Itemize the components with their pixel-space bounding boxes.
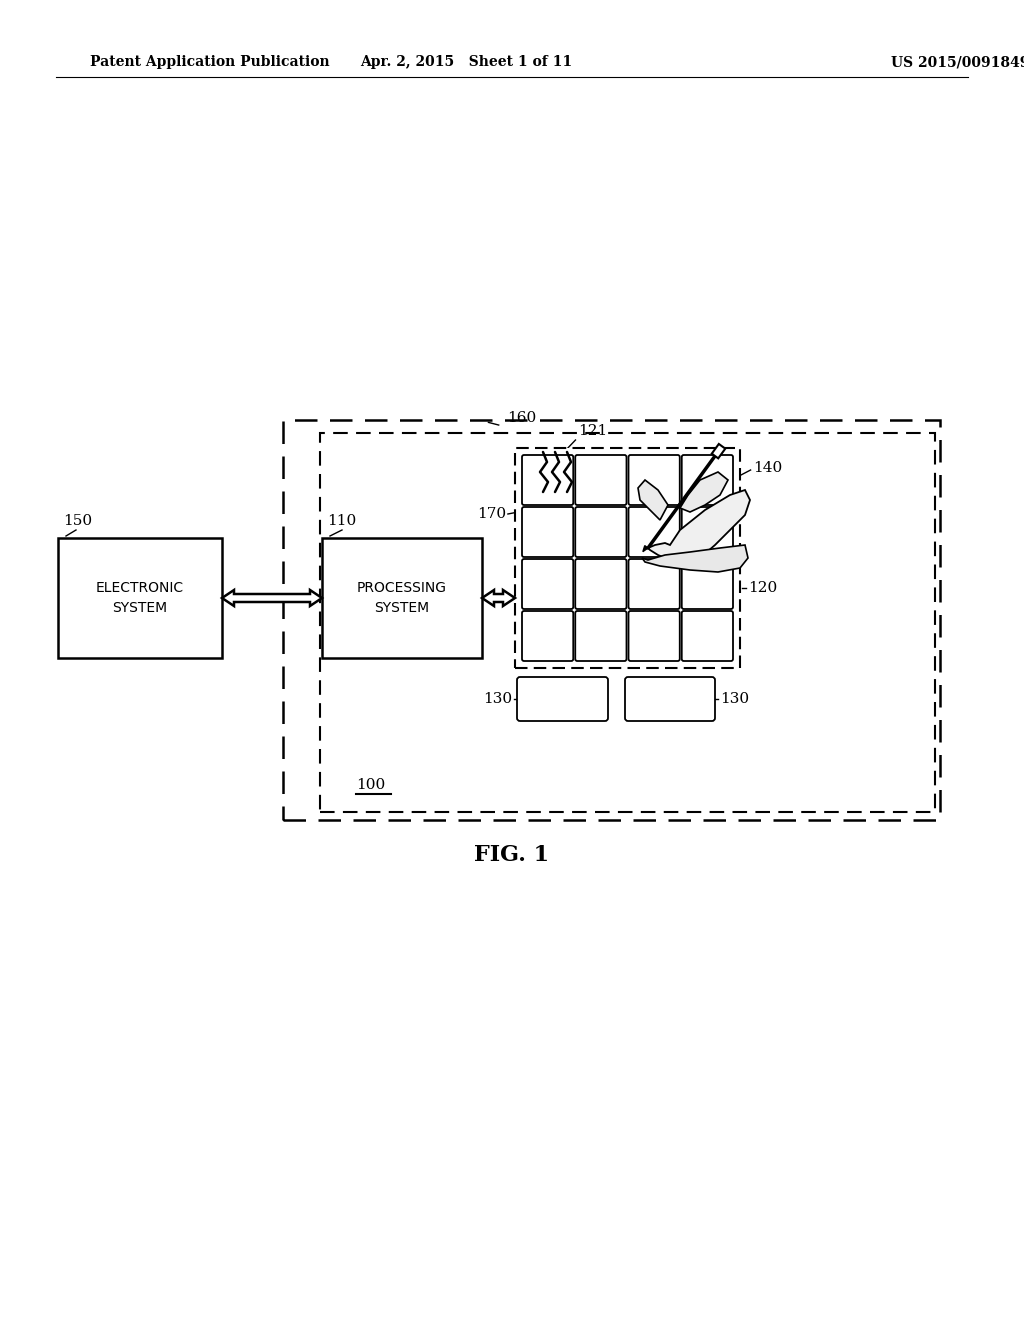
Polygon shape bbox=[643, 545, 648, 552]
FancyBboxPatch shape bbox=[522, 611, 573, 661]
FancyBboxPatch shape bbox=[575, 558, 627, 609]
FancyBboxPatch shape bbox=[682, 558, 733, 609]
Bar bbox=[319, 433, 935, 812]
FancyBboxPatch shape bbox=[682, 611, 733, 661]
Text: 100: 100 bbox=[356, 777, 386, 792]
Bar bbox=[322, 539, 482, 657]
Text: US 2015/0091849 A1: US 2015/0091849 A1 bbox=[891, 55, 1024, 69]
FancyBboxPatch shape bbox=[682, 507, 733, 557]
Text: Apr. 2, 2015   Sheet 1 of 11: Apr. 2, 2015 Sheet 1 of 11 bbox=[359, 55, 572, 69]
Polygon shape bbox=[638, 480, 668, 520]
Bar bbox=[515, 447, 740, 668]
Text: 121: 121 bbox=[579, 424, 608, 438]
Text: PROCESSING: PROCESSING bbox=[357, 581, 447, 595]
FancyBboxPatch shape bbox=[522, 455, 573, 506]
Text: ELECTRONIC: ELECTRONIC bbox=[96, 581, 184, 595]
Text: SYSTEM: SYSTEM bbox=[113, 601, 168, 615]
FancyBboxPatch shape bbox=[575, 455, 627, 506]
Text: SYSTEM: SYSTEM bbox=[375, 601, 429, 615]
Polygon shape bbox=[642, 545, 748, 572]
Text: FIG. 1: FIG. 1 bbox=[474, 843, 550, 866]
Polygon shape bbox=[712, 444, 725, 458]
Polygon shape bbox=[482, 590, 515, 606]
Text: 160: 160 bbox=[507, 411, 537, 425]
Text: 110: 110 bbox=[327, 513, 356, 528]
FancyBboxPatch shape bbox=[629, 558, 680, 609]
Text: 130: 130 bbox=[720, 692, 750, 706]
Text: 120: 120 bbox=[748, 581, 777, 595]
FancyBboxPatch shape bbox=[629, 507, 680, 557]
FancyBboxPatch shape bbox=[522, 507, 573, 557]
FancyBboxPatch shape bbox=[517, 677, 608, 721]
FancyBboxPatch shape bbox=[522, 558, 573, 609]
Bar bbox=[58, 539, 222, 657]
Text: 150: 150 bbox=[63, 513, 92, 528]
Text: 170: 170 bbox=[477, 507, 506, 521]
FancyBboxPatch shape bbox=[575, 611, 627, 661]
FancyBboxPatch shape bbox=[629, 611, 680, 661]
Polygon shape bbox=[648, 490, 750, 562]
FancyBboxPatch shape bbox=[575, 507, 627, 557]
FancyBboxPatch shape bbox=[682, 455, 733, 506]
FancyBboxPatch shape bbox=[629, 455, 680, 506]
Polygon shape bbox=[222, 590, 322, 606]
FancyBboxPatch shape bbox=[625, 677, 715, 721]
Text: 130: 130 bbox=[483, 692, 512, 706]
Text: Patent Application Publication: Patent Application Publication bbox=[90, 55, 330, 69]
Polygon shape bbox=[680, 473, 728, 512]
Text: 140: 140 bbox=[753, 461, 782, 475]
Bar bbox=[283, 420, 940, 820]
